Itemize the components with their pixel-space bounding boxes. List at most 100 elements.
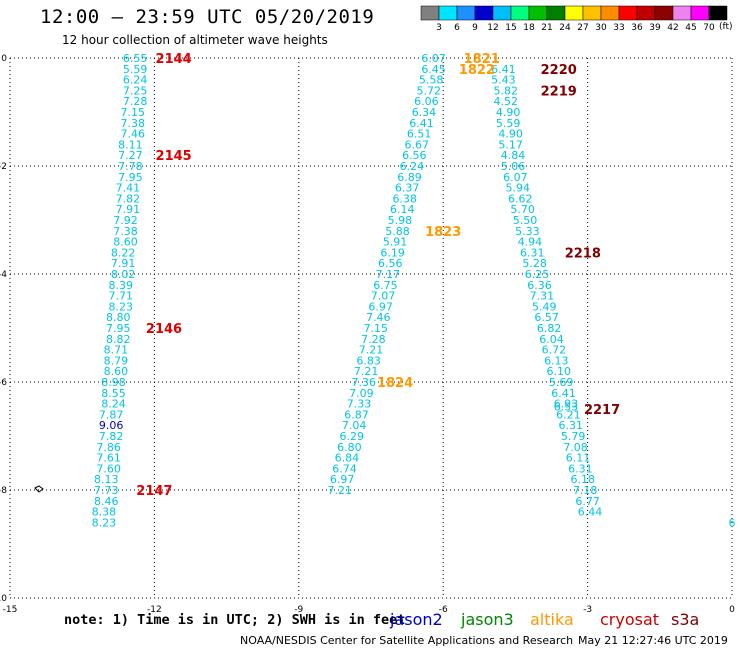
colorbar-label: 36 [631,23,643,33]
colorbar-label: 42 [667,23,678,33]
colorbar-unit: (ft) [719,22,733,32]
colorbar-swatch [600,5,620,21]
x-tick-label: -12 [147,605,162,615]
cryosat-swh-value: 8.23 [108,300,133,313]
s3a-swh-value: 6.41 [551,387,576,400]
s3a-swh-value: 6.72 [542,344,567,357]
cryosat-swh-value: 8.60 [113,236,138,249]
s3a-swh-value: 4.94 [518,236,543,249]
s3a-swh-value: 4.90 [496,106,521,119]
altika-swh-value: 6.14 [390,203,415,216]
s3a-swh-value: 7.08 [563,441,588,454]
altika-swh-value: 6.87 [344,408,369,421]
y-tick-label: 0 [1,54,7,64]
cryosat-swh-value: 7.91 [116,203,141,216]
s3a-swh-value: 6.07 [503,171,528,184]
altika-swh-value: 6.56 [402,149,427,162]
cryosat-swh-value: 7.78 [118,160,143,173]
colorbar-swatch [564,5,584,21]
altika-swh-value: 6.45 [421,63,446,76]
y-tick-label: -4 [0,270,7,280]
cryosat-swh-value: 7.46 [120,128,145,141]
altika-swh-value: 6.07 [421,52,446,65]
y-tick-label: -6 [0,378,7,388]
colorbar-label: 30 [595,23,607,33]
cryosat-swh-value: 8.11 [118,138,143,151]
s3a-swh-value: 6.41 [491,63,516,76]
altika-swh-value: 6.51 [407,128,432,141]
cryosat-swh-value: 7.27 [118,149,143,162]
cryosat-swh-value: 8.46 [94,495,119,508]
s3a-swh-value: 5.69 [549,376,574,389]
colorbar-label: 33 [613,23,624,33]
s3a-time-label: 2220 [541,63,577,78]
altika-swh-value: 6.06 [414,95,439,108]
x-tick-label: -6 [439,605,448,615]
x-tick-label: -3 [583,605,592,615]
cryosat-swh-value: 8.82 [106,333,131,346]
altika-swh-value: 7.46 [366,311,391,324]
x-tick-label: -9 [294,605,303,615]
colorbar-swatch [546,5,566,21]
credit-line: NOAA/NESDIS Center for Satellite Applica… [240,634,574,647]
s3a-swh-value: 6.31 [568,462,593,475]
altika-time-label: 1822 [459,63,495,78]
s3a-swh-value: 5.33 [515,225,540,238]
altika-swh-value: 5.58 [419,74,444,87]
cryosat-swh-value: 7.38 [120,117,145,130]
s3a-swh-value: 6 [729,516,736,529]
cryosat-swh-value: 8.24 [101,398,126,411]
altika-swh-value: 7.21 [354,365,379,378]
colorbar-swatch [474,5,494,21]
s3a-swh-value: 5.28 [522,257,547,270]
cryosat-swh-value: 7.82 [99,430,124,443]
coastline-fragment [34,485,44,493]
altika-swh-value: 6.97 [368,300,393,313]
cryosat-swh-value: 8.23 [92,516,117,529]
cryosat-swh-value: 7.60 [96,462,121,475]
chart-subtitle: 12 hour collection of altimeter wave hei… [62,33,328,47]
altika-swh-value: 6.19 [380,246,405,259]
cryosat-swh-value: 7.87 [99,408,124,421]
altika-swh-value: 6.24 [400,160,425,173]
s3a-swh-value: 6.82 [537,322,562,335]
colorbar-label: 39 [649,23,661,33]
s3a-swh-value: 5.06 [501,160,526,173]
altika-swh-value: 6.38 [392,192,417,205]
altika-swh-value: 5.91 [383,236,408,249]
cryosat-swh-value: 7.95 [118,171,143,184]
s3a-swh-value: 6.53 [554,400,579,413]
colorbar-swatch [492,5,512,21]
altika-swh-value: 6.34 [412,106,437,119]
cryosat-swh-value: 8.38 [92,506,117,519]
altika-swh-value: 7.09 [349,387,374,400]
s3a-swh-value: 6.44 [578,506,603,519]
colorbar-swatch [456,5,476,21]
altika-swh-value: 6.75 [373,279,398,292]
altika-swh-value: 6.84 [335,452,360,465]
cryosat-swh-value: 8.22 [111,246,136,259]
y-tick-label: -2 [0,162,7,172]
cryosat-time-label: 2144 [156,52,192,67]
cryosat-swh-value: 8.39 [108,279,133,292]
s3a-swh-value: 6.18 [571,473,596,486]
altika-swh-value: 5.72 [417,84,442,97]
colorbar-label: 9 [472,23,478,33]
colorbar-swatch [672,5,692,21]
colorbar-label: 21 [541,23,552,33]
s3a-swh-value: 5.70 [510,203,535,216]
footnote: note: 1) Time is in UTC; 2) SWH is in fe… [64,612,406,628]
colorbar-swatch [618,5,638,21]
cryosat-swh-value: 7.82 [116,192,141,205]
s3a-swh-value: 6.25 [525,268,550,281]
cryosat-swh-value: 8.98 [101,376,126,389]
cryosat-time-label: 2146 [146,322,182,337]
s3a-swh-value: 6.93 [554,398,579,411]
altika-swh-value: 7.28 [361,333,386,346]
cryosat-time-label: 2145 [156,149,192,164]
cryosat-swh-value: 7.91 [111,257,136,270]
s3a-swh-value: 7.31 [530,290,555,303]
generated-timestamp: May 21 12:27:46 UTC 2019 [578,634,728,647]
colorbar-swatch [510,5,530,21]
altika-swh-value: 7.15 [364,322,389,335]
